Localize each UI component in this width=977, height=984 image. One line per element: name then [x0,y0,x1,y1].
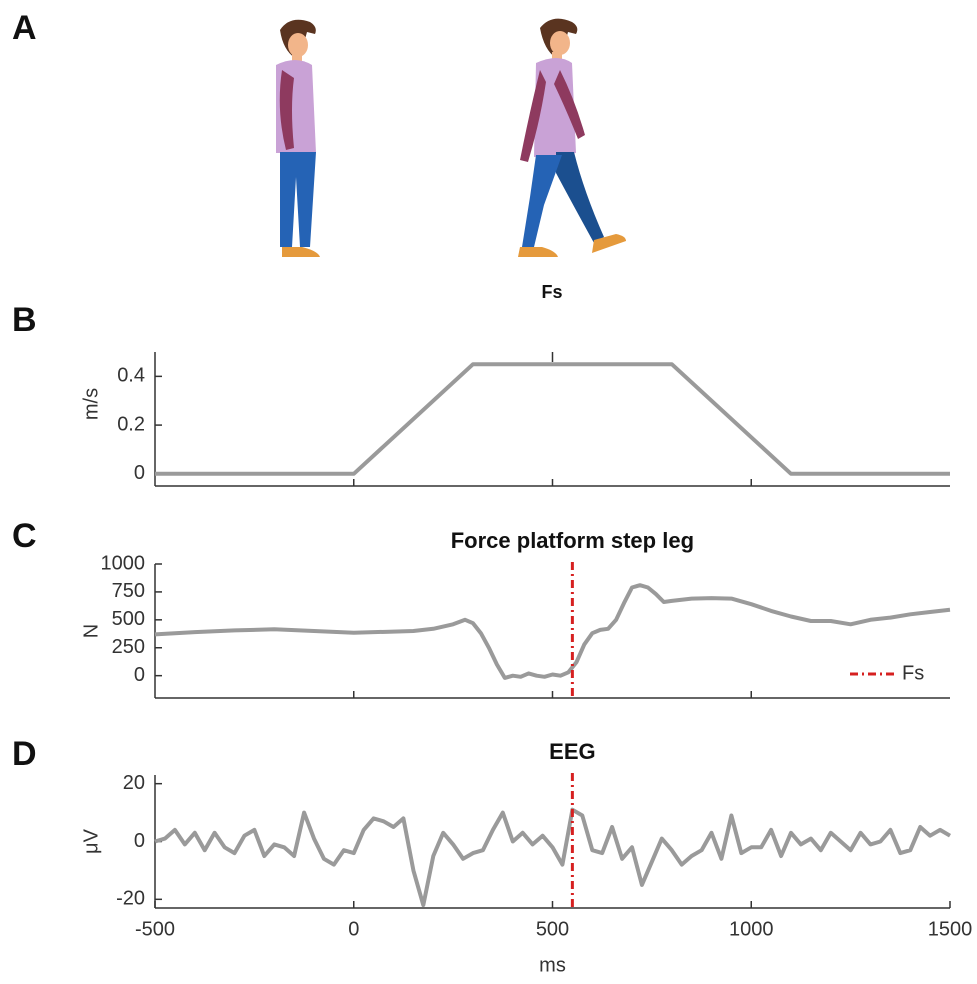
x-axis-label: ms [539,954,566,976]
y-tick-label: 750 [112,580,145,602]
chart-title: Force platform step leg [451,528,694,553]
x-tick-label: 1500 [928,918,973,940]
x-tick-label: -500 [135,918,175,940]
y-tick-label: 0 [134,830,145,852]
y-tick-label: 0 [134,664,145,686]
y-axis-label: m/s [80,388,102,420]
panel-label: D [12,735,37,773]
legend-label: Fs [902,662,924,684]
y-axis-label: μV [80,828,102,854]
y-tick-label: 0.2 [117,413,145,435]
y-tick-label: 500 [112,608,145,630]
x-tick-label: 0 [348,918,359,940]
data-line [154,583,951,680]
standing-person [276,19,320,257]
y-tick-label: 1000 [101,552,146,574]
x-tick-label: 500 [536,918,569,940]
y-tick-label: -20 [116,888,145,910]
panel-label: A [12,9,37,47]
y-tick-label: 20 [123,772,145,794]
panel-label: C [12,517,37,555]
chart-title: EEG [549,739,595,764]
x-tick-label: 1000 [729,918,774,940]
data-line [155,362,950,476]
panel-label: B [12,301,37,339]
y-axis-label: N [80,624,102,638]
y-tick-label: 0.4 [117,365,145,387]
walking-person [518,18,626,257]
y-tick-label: 0 [134,462,145,484]
caption: Fs [541,282,562,302]
y-tick-label: 250 [112,636,145,658]
data-line [154,807,952,908]
